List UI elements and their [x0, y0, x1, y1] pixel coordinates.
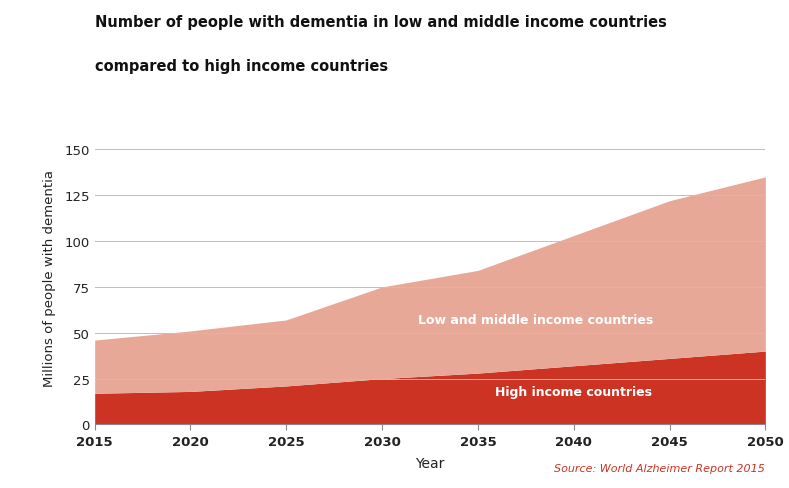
Text: compared to high income countries: compared to high income countries [95, 59, 388, 74]
Text: Source: World Alzheimer Report 2015: Source: World Alzheimer Report 2015 [555, 464, 765, 473]
X-axis label: Year: Year [415, 456, 445, 470]
Text: Low and middle income countries: Low and middle income countries [417, 314, 653, 327]
Text: Number of people with dementia in low and middle income countries: Number of people with dementia in low an… [95, 15, 667, 30]
Y-axis label: Millions of people with dementia: Millions of people with dementia [43, 170, 56, 386]
Text: High income countries: High income countries [495, 385, 653, 398]
